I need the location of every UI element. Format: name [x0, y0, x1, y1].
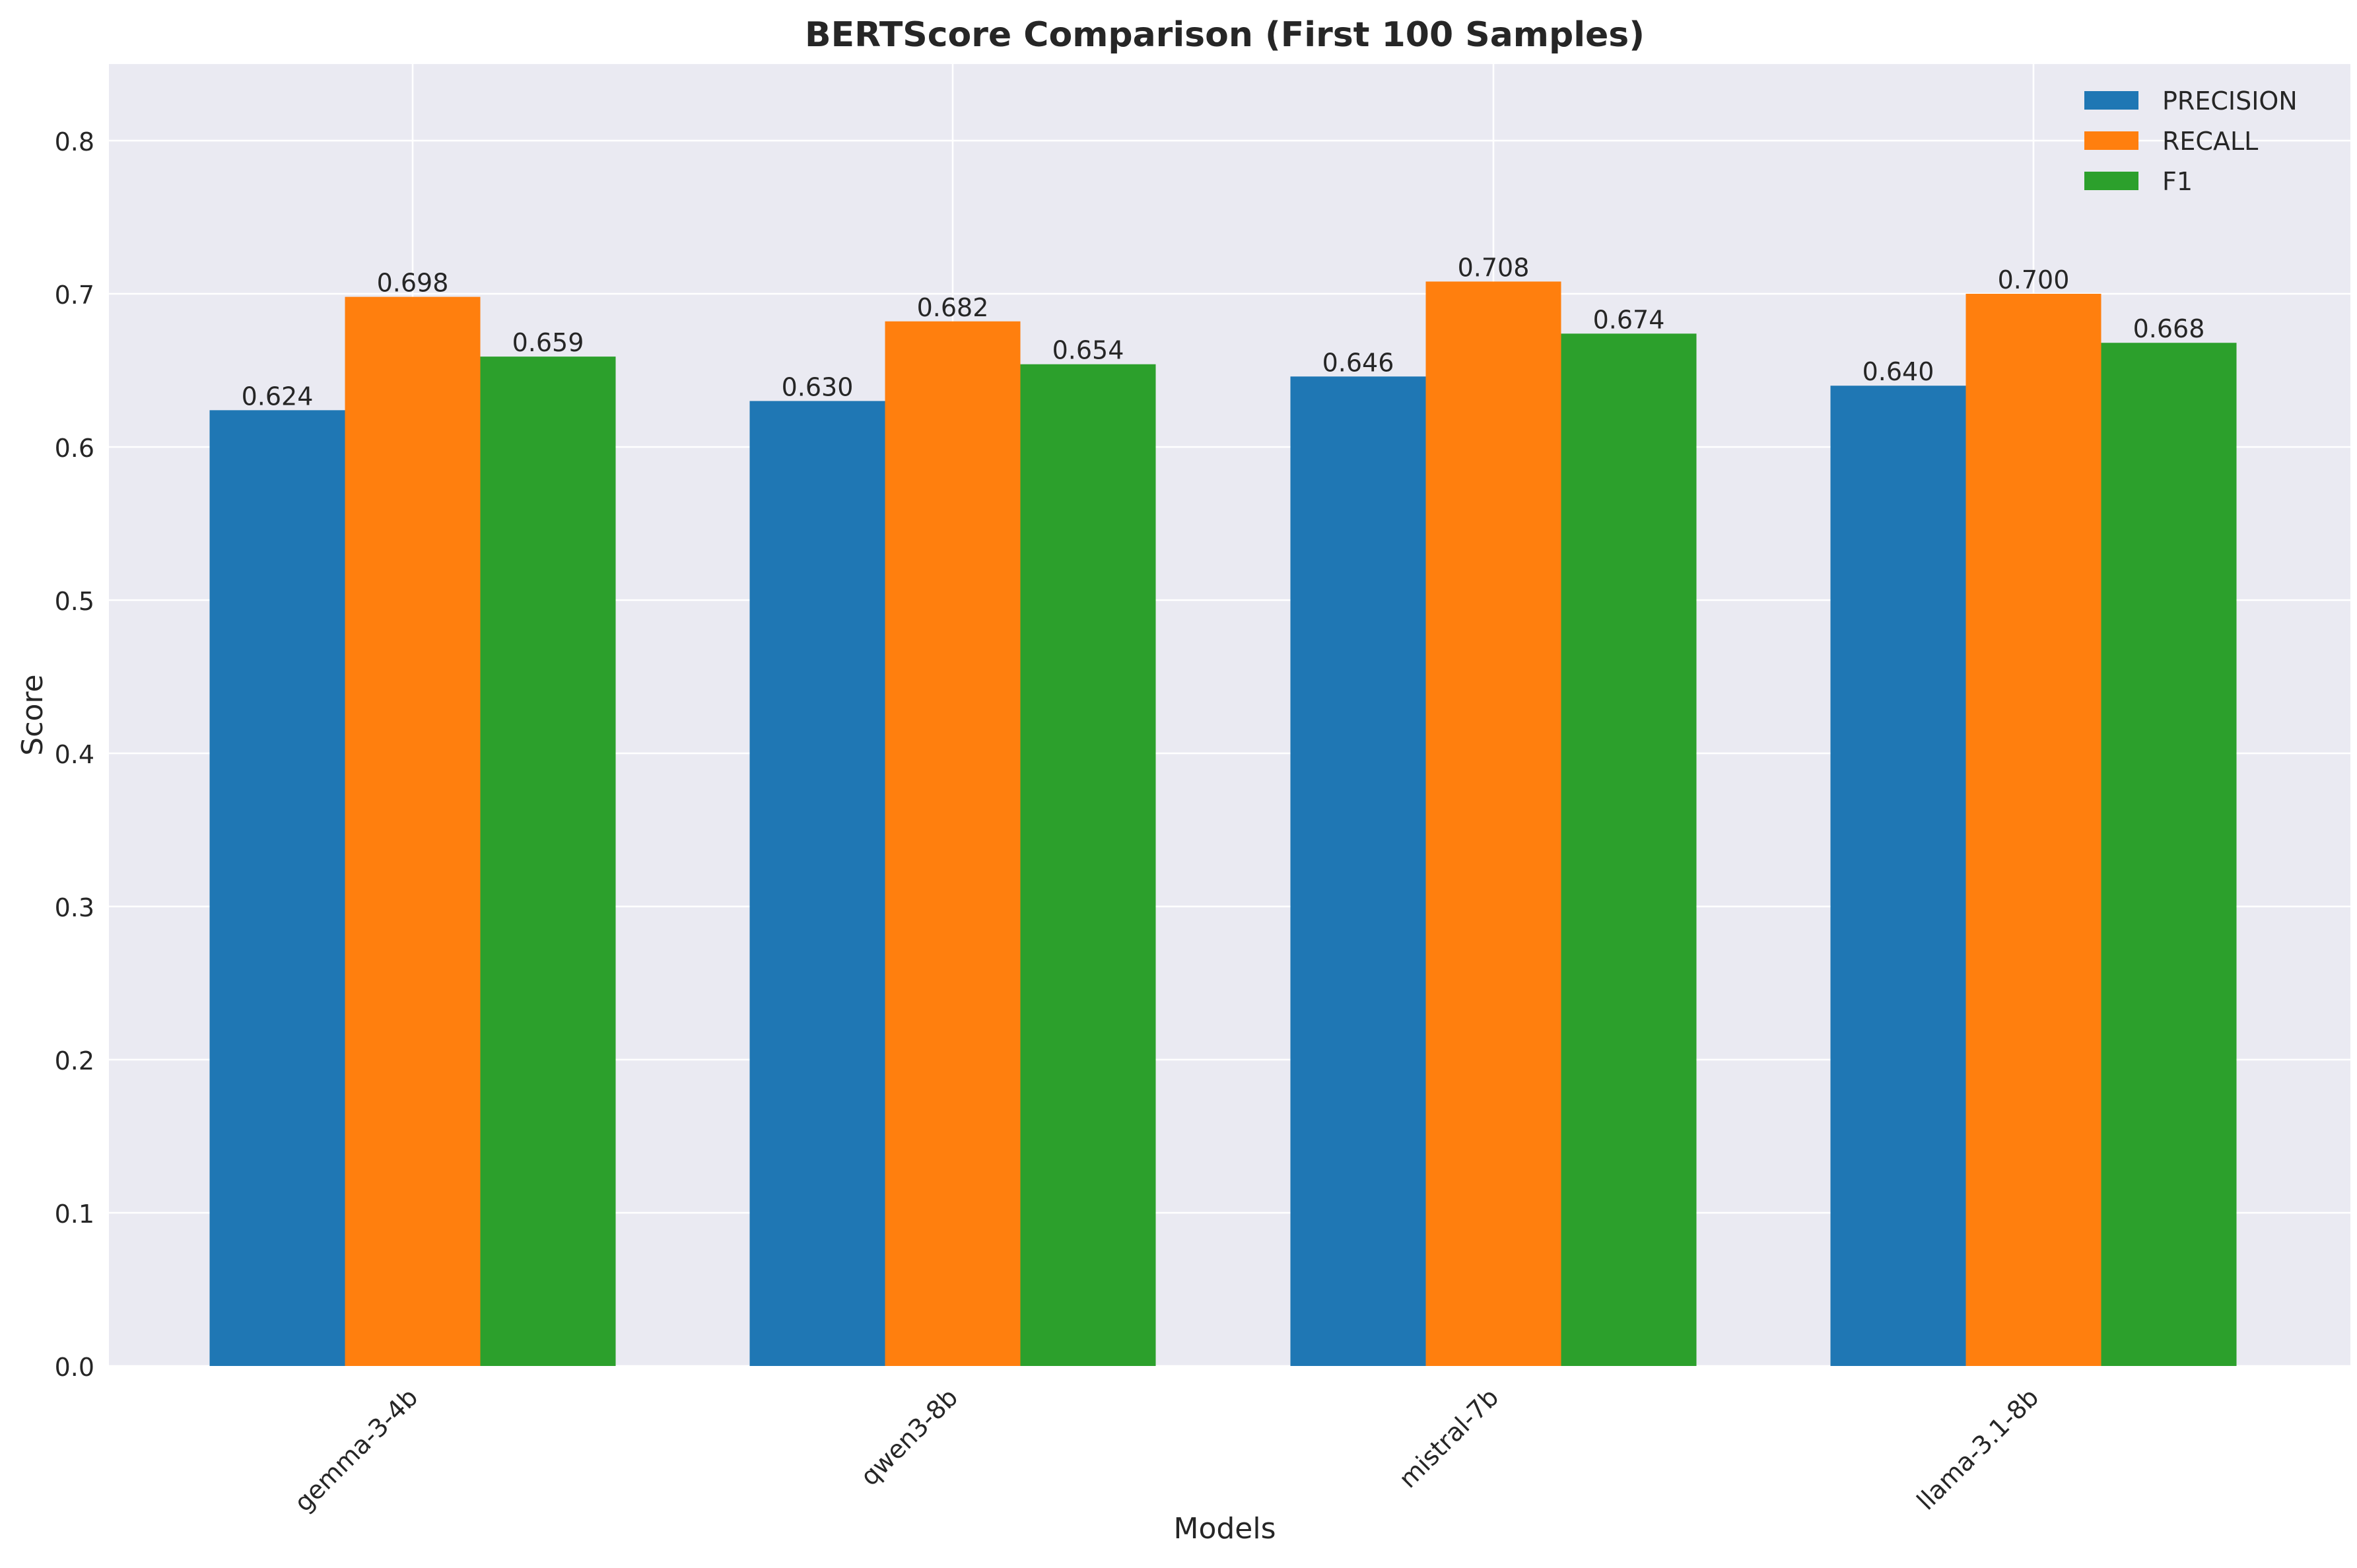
y-tick-label: 0.1: [55, 1200, 94, 1229]
data-label: 0.630: [782, 372, 854, 401]
data-label: 0.674: [1593, 305, 1665, 334]
y-tick-label: 0.7: [55, 281, 94, 310]
y-tick-label: 0.5: [55, 587, 94, 616]
y-tick-label: 0.2: [55, 1046, 94, 1075]
legend-swatch-recall: [2084, 131, 2138, 150]
bar-precision-gemma-3-4b: [209, 410, 345, 1366]
legend-label-precision: PRECISION: [2162, 86, 2298, 116]
y-tick-label: 0.0: [55, 1353, 94, 1382]
legend-label-recall: RECALL: [2162, 127, 2258, 156]
bar-f1-mistral-7b: [1561, 333, 1697, 1366]
bar-f1-qwen3-8b: [1020, 364, 1156, 1366]
data-label: 0.654: [1052, 336, 1124, 365]
legend: PRECISION RECALL F1: [2084, 86, 2298, 196]
x-axis-label: Models: [1173, 1512, 1276, 1546]
y-axis-label: Score: [16, 674, 50, 755]
legend-label-f1: F1: [2162, 167, 2193, 196]
legend-swatch-precision: [2084, 91, 2138, 110]
legend-swatch-f1: [2084, 172, 2138, 190]
bar-precision-qwen3-8b: [749, 401, 885, 1366]
bar-recall-qwen3-8b: [885, 321, 1021, 1366]
data-label: 0.646: [1322, 348, 1394, 377]
bar-recall-gemma-3-4b: [345, 296, 481, 1366]
bar-f1-gemma-3-4b: [480, 357, 616, 1366]
bar-recall-mistral-7b: [1425, 281, 1561, 1367]
bar-precision-mistral-7b: [1290, 376, 1426, 1366]
y-axis-ticks: 0.0 0.1 0.2 0.3 0.4 0.5 0.6 0.7 0.8: [55, 127, 94, 1382]
data-label: 0.700: [1998, 265, 2070, 294]
data-label: 0.668: [2133, 314, 2205, 343]
data-label: 0.698: [377, 269, 449, 298]
bar-f1-llama-3.1-8b: [2101, 343, 2237, 1366]
data-label: 0.708: [1458, 253, 1530, 282]
y-tick-label: 0.4: [55, 740, 94, 769]
data-label: 0.640: [1862, 357, 1934, 386]
data-label: 0.682: [917, 293, 989, 322]
y-tick-label: 0.6: [55, 434, 94, 463]
data-label: 0.659: [512, 328, 584, 357]
y-tick-label: 0.3: [55, 893, 94, 922]
bars: [209, 281, 2237, 1367]
chart-title: BERTScore Comparison (First 100 Samples): [805, 15, 1645, 55]
bar-precision-llama-3.1-8b: [1830, 386, 1966, 1367]
bar-recall-llama-3.1-8b: [1965, 294, 2101, 1366]
y-tick-label: 0.8: [55, 127, 94, 156]
data-labels: 0.624 0.630 0.646 0.640 0.698 0.682 0.708 0.700…: [242, 253, 2205, 411]
data-label: 0.624: [242, 382, 314, 411]
